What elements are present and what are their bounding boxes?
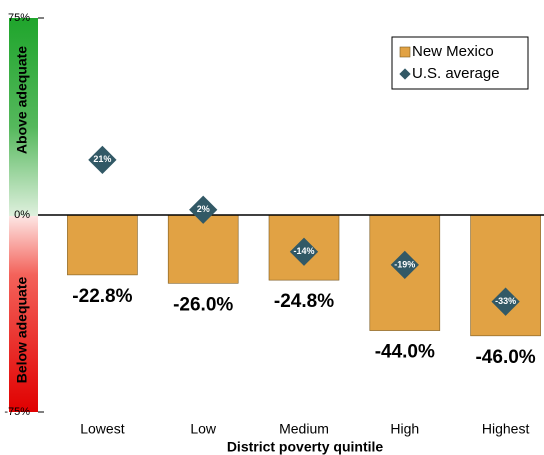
marker-label: -19% <box>394 259 415 269</box>
marker-label: -14% <box>293 246 314 256</box>
value-label: -24.8% <box>274 291 334 312</box>
x-tick-label: Lowest <box>80 421 124 437</box>
value-label: -22.8% <box>72 286 132 307</box>
value-label: -44.0% <box>375 342 435 363</box>
bar <box>67 214 138 276</box>
marker-label: 2% <box>197 204 210 214</box>
marker-label: -33% <box>495 296 516 306</box>
diamond <box>390 250 419 280</box>
annotation: Above adequate <box>14 46 30 154</box>
y-tick-label: -75% <box>4 406 30 418</box>
above-band <box>9 18 38 216</box>
annotation: Below adequate <box>14 277 30 384</box>
x-tick-label: High <box>390 421 419 437</box>
value-label: -26.0% <box>173 294 233 315</box>
x-tick-label: Highest <box>482 421 530 437</box>
legend-label: U.S. average <box>412 65 500 82</box>
bar <box>167 214 239 284</box>
marker-label: 21% <box>93 154 111 164</box>
value-label: -46.0% <box>475 347 535 368</box>
below-band <box>9 216 38 412</box>
bar <box>268 214 340 281</box>
legend-label: New Mexico <box>412 43 494 60</box>
y-tick-label: 75% <box>8 12 30 24</box>
bar <box>470 214 541 337</box>
x-axis-title: District poverty quintile <box>227 439 384 455</box>
y-tick-label: 0% <box>14 209 30 221</box>
legend-box <box>391 36 529 90</box>
legend-swatch <box>399 46 411 58</box>
x-tick-label: Low <box>190 421 217 437</box>
x-tick-label: Medium <box>279 421 329 437</box>
